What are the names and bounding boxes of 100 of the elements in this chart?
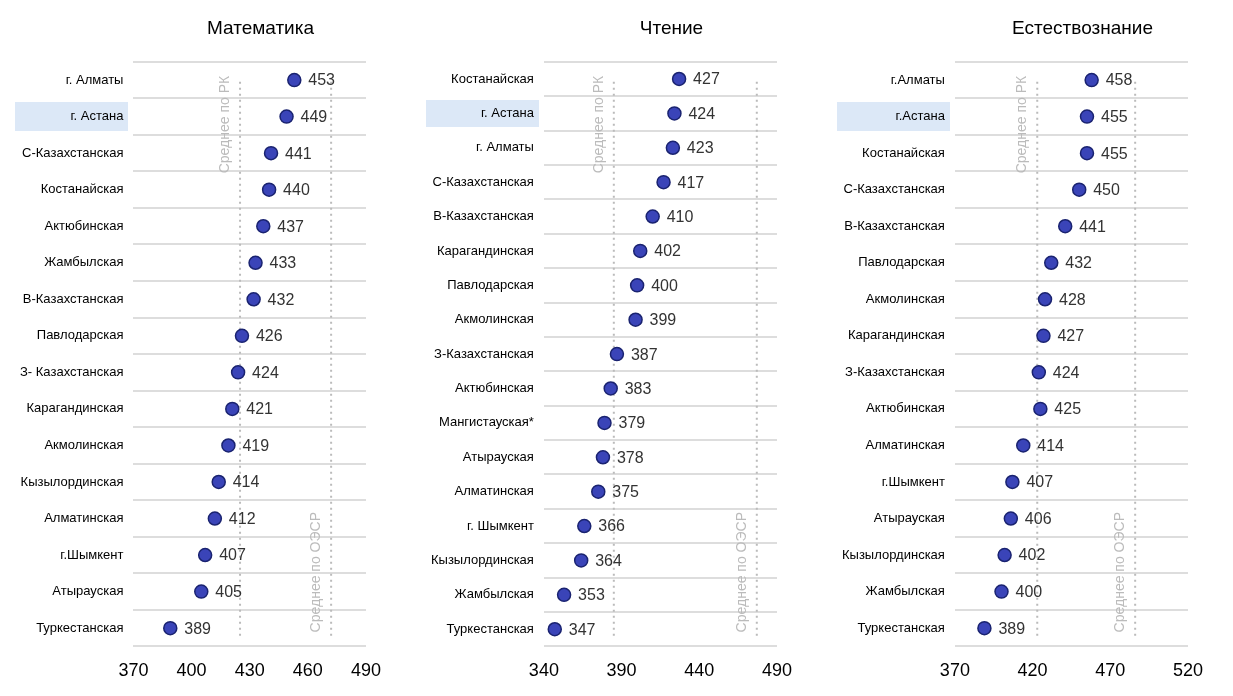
y-tick-label: г. Астана <box>70 108 125 124</box>
y-tick-label: Атырауская <box>52 583 124 599</box>
y-tick-label: Туркестанская <box>857 619 945 635</box>
point <box>1005 474 1020 490</box>
y-tick-label: Кызылординская <box>841 546 945 562</box>
y-tick-label: С-Казахстанская <box>22 144 124 160</box>
point <box>656 174 671 190</box>
point <box>667 106 682 121</box>
y-tick-label: Кызылординская <box>430 552 534 568</box>
point <box>556 587 572 603</box>
y-tick-label: З-Казахстанская <box>434 345 534 361</box>
point <box>1057 218 1073 234</box>
x-tick-label: 430 <box>234 660 265 681</box>
data-label: 412 <box>228 509 256 527</box>
data-label: 379 <box>618 414 646 432</box>
x-tick-label: 340 <box>528 660 559 681</box>
point <box>1084 72 1099 88</box>
y-tick-label: г. Астана <box>480 104 535 120</box>
x-tick-label: 420 <box>1017 660 1048 681</box>
data-label: 353 <box>578 586 605 604</box>
data-label: 426 <box>255 327 283 345</box>
y-tick-label: г. Шымкент <box>467 517 534 533</box>
data-label: 402 <box>654 242 682 260</box>
point <box>645 209 660 224</box>
data-label: 419 <box>242 436 270 454</box>
chart-title: Естествознание <box>1011 16 1154 40</box>
y-tick-label: Жамбылская <box>865 583 945 599</box>
data-label: 347 <box>568 620 596 638</box>
point <box>1079 109 1095 124</box>
x-tick-label: 440 <box>684 660 715 681</box>
y-tick-label: г. Алматы <box>65 71 124 87</box>
y-tick-label: Павлодарская <box>447 276 534 292</box>
point <box>1033 401 1048 417</box>
point <box>234 328 250 344</box>
data-label: 455 <box>1100 108 1128 126</box>
data-label: 406 <box>1024 509 1052 527</box>
y-tick-label: Павлодарская <box>36 327 124 343</box>
y-tick-label: Алматинская <box>44 510 124 526</box>
x-tick-label: 490 <box>350 660 382 681</box>
data-label: 389 <box>998 619 1026 637</box>
point <box>577 518 592 534</box>
data-label: 405 <box>215 583 243 600</box>
y-tick-label: В-Казахстанская <box>433 208 534 224</box>
point <box>221 438 236 453</box>
data-label: 383 <box>624 379 652 397</box>
point <box>994 584 1009 599</box>
point <box>603 381 618 396</box>
data-label: 407 <box>219 546 246 564</box>
point <box>211 474 226 490</box>
point <box>287 72 302 88</box>
y-tick-label: г.Шымкент <box>60 546 124 562</box>
x-tick-label: 390 <box>606 660 637 681</box>
data-label: 389 <box>184 619 212 637</box>
y-tick-label: З- Казахстанская <box>19 363 124 379</box>
y-tick-label: Мангистауская* <box>438 414 534 430</box>
point <box>1031 365 1047 380</box>
point <box>163 620 178 636</box>
point <box>1037 292 1053 307</box>
y-tick-label: Карагандинская <box>847 327 945 343</box>
y-tick-label: Карагандинская <box>26 400 124 416</box>
data-label: 424 <box>1052 363 1080 381</box>
data-label: 450 <box>1093 181 1121 199</box>
data-label: 414 <box>232 473 260 491</box>
y-tick-label: Карагандинская <box>436 242 534 258</box>
data-label: 400 <box>651 276 678 294</box>
data-label: 440 <box>283 181 310 199</box>
x-tick-label: 370 <box>118 660 149 681</box>
point <box>1036 328 1051 344</box>
point <box>628 312 643 327</box>
point <box>279 109 294 124</box>
data-label: 424 <box>688 104 716 122</box>
data-label: 437 <box>277 217 305 235</box>
ref-line-label: Среднее по ОЭСР <box>306 511 323 633</box>
chart-title: Чтение <box>638 16 705 40</box>
point <box>197 547 213 563</box>
y-tick-label: Акмолинская <box>454 311 534 327</box>
y-tick-label: Алматинская <box>454 483 534 499</box>
y-tick-label: Алматинская <box>865 437 945 453</box>
point <box>977 620 992 636</box>
point <box>246 292 261 307</box>
data-label: 449 <box>300 108 328 126</box>
chart-title: Математика <box>205 16 316 40</box>
point <box>573 553 589 568</box>
y-tick-label: Атырауская <box>462 448 534 464</box>
point <box>997 547 1012 563</box>
data-label: 417 <box>677 173 705 191</box>
data-label: 402 <box>1018 546 1046 564</box>
point <box>595 450 611 465</box>
data-label: 366 <box>598 517 626 535</box>
point <box>248 255 263 271</box>
y-tick-label: г.Астана <box>895 108 946 124</box>
y-tick-label: С-Казахстанская <box>432 173 534 189</box>
y-tick-label: Туркестанская <box>36 619 124 635</box>
data-label: 425 <box>1054 400 1082 418</box>
x-tick-label: 400 <box>176 660 207 681</box>
data-label: 421 <box>246 400 274 418</box>
y-tick-label: З-Казахстанская <box>845 363 945 379</box>
point <box>225 401 240 417</box>
y-tick-label: Актюбинская <box>455 380 534 396</box>
point <box>194 584 209 599</box>
